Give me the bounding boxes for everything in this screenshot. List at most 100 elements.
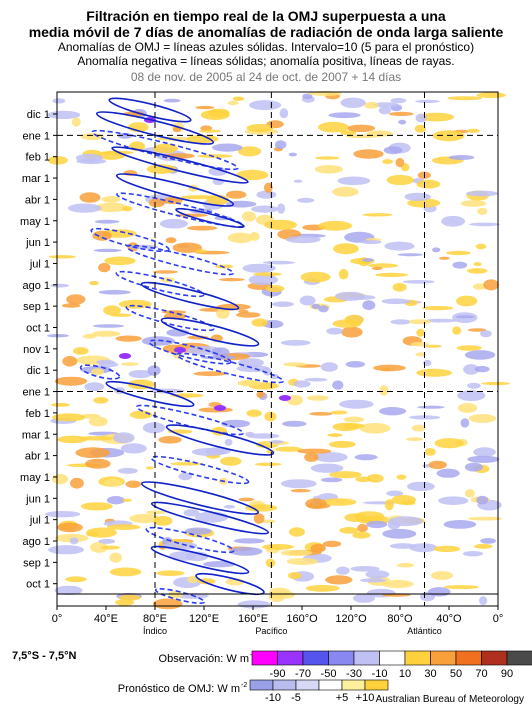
anomaly-patch [203, 561, 236, 568]
anomaly-patch [262, 260, 296, 265]
y-tick-label: oct 1 [26, 579, 50, 591]
anomaly-patch [343, 416, 365, 423]
anomaly-patch [275, 446, 303, 452]
anomaly-patch [407, 481, 435, 492]
anomaly-patch [122, 498, 132, 502]
anomaly-patch [256, 391, 265, 399]
y-tick-label: ene 1 [22, 387, 50, 399]
observation-legend-swatch [277, 650, 304, 666]
anomaly-patch [98, 289, 131, 295]
anomaly-patch [226, 190, 247, 199]
anomaly-patch [350, 566, 380, 572]
y-tick-label: oct 1 [26, 323, 50, 335]
x-tick-label: 160°O [286, 613, 318, 625]
anomaly-patch [287, 572, 302, 580]
anomaly-patch [326, 327, 344, 335]
observation-legend-swatch [430, 650, 457, 666]
y-tick-label: may 1 [20, 216, 50, 228]
x-tick-label: 120°E [189, 613, 219, 625]
forecast-legend-swatch [249, 679, 274, 691]
anomaly-patch [109, 567, 142, 577]
x-tick-label: 80°O [387, 613, 413, 625]
anomaly-patch [310, 463, 344, 473]
anomaly-patch [220, 419, 251, 428]
anomaly-patch [54, 585, 83, 596]
anomaly-patch [386, 490, 404, 497]
anomaly-patch [238, 497, 255, 502]
anomaly-patch [397, 253, 424, 257]
anomaly-patch [467, 382, 481, 389]
anomaly-patch [195, 249, 208, 254]
anomaly-patch [433, 545, 461, 553]
mjo-positive-contour [175, 352, 285, 384]
anomaly-patch [341, 326, 363, 338]
observation-legend-swatch [302, 650, 329, 666]
anomaly-patch [354, 454, 378, 461]
anomaly-patch [237, 600, 271, 609]
anomaly-patch [464, 350, 496, 360]
y-tick-label: sep 1 [23, 301, 50, 313]
credit-text: Australian Bureau of Meteorology [375, 694, 524, 705]
anomaly-patch [468, 414, 497, 423]
region-range-label: 7,5°S - 7,5°N [12, 650, 77, 662]
x-tick-label: 0° [52, 613, 63, 625]
anomaly-patch [69, 537, 79, 545]
anomaly-patch [396, 562, 414, 568]
anomaly-patch [224, 438, 233, 446]
anomaly-patch [90, 542, 108, 553]
anomaly-patch [359, 423, 391, 434]
mjo-positive-contour [79, 364, 121, 380]
anomaly-patch [452, 326, 462, 335]
anomaly-patch [480, 330, 492, 338]
anomaly-patch [474, 543, 493, 549]
anomaly-patch [57, 435, 88, 444]
forecast-legend-swatch [272, 679, 297, 691]
anomaly-patch [328, 112, 361, 119]
anomaly-patch [208, 167, 228, 176]
anomaly-patch [238, 146, 262, 157]
anomaly-patch [357, 524, 368, 533]
observation-legend-swatch [455, 650, 482, 666]
y-tick-label: jun 1 [25, 493, 50, 505]
anomaly-patch [67, 203, 102, 213]
anomaly-patch [415, 113, 427, 123]
anomaly-patch [98, 538, 116, 544]
anomaly-patch [125, 480, 142, 488]
anomaly-patch [386, 174, 414, 186]
anomaly-patch [109, 552, 122, 563]
anomaly-patch [305, 584, 340, 592]
anomaly-patch [227, 100, 239, 106]
anomaly-patch [336, 566, 350, 575]
anomaly-patch [168, 591, 183, 599]
anomaly-patch [94, 219, 120, 224]
y-tick-label: abr 1 [25, 194, 50, 206]
forecast-legend-unit-sup: -2 [241, 682, 247, 689]
strong-anomaly-patch [279, 395, 291, 401]
anomaly-patch [299, 295, 316, 306]
anomaly-patch [318, 121, 349, 133]
anomaly-patch [362, 258, 374, 262]
anomaly-patch [425, 318, 457, 323]
anomaly-patch [432, 247, 441, 253]
observation-legend-value: 30 [424, 668, 436, 680]
anomaly-patch [330, 410, 348, 415]
anomaly-patch [427, 587, 451, 597]
anomaly-patch [405, 437, 424, 442]
anomaly-patch [262, 544, 294, 550]
anomaly-patch [447, 96, 483, 101]
anomaly-patch [79, 192, 101, 203]
anomaly-patch [287, 395, 303, 406]
observation-legend-value: -50 [321, 668, 337, 680]
anomaly-patch [382, 579, 414, 589]
anomaly-patch [335, 291, 365, 301]
forecast-legend-swatch [318, 679, 343, 691]
anomaly-patch [396, 474, 407, 480]
anomaly-patch [404, 192, 432, 201]
anomaly-patch [218, 278, 245, 282]
anomaly-patch [84, 382, 105, 392]
observation-legend-value: 10 [399, 668, 411, 680]
anomaly-patch [216, 307, 230, 319]
anomaly-patch [382, 528, 417, 539]
anomaly-patch [92, 230, 112, 241]
